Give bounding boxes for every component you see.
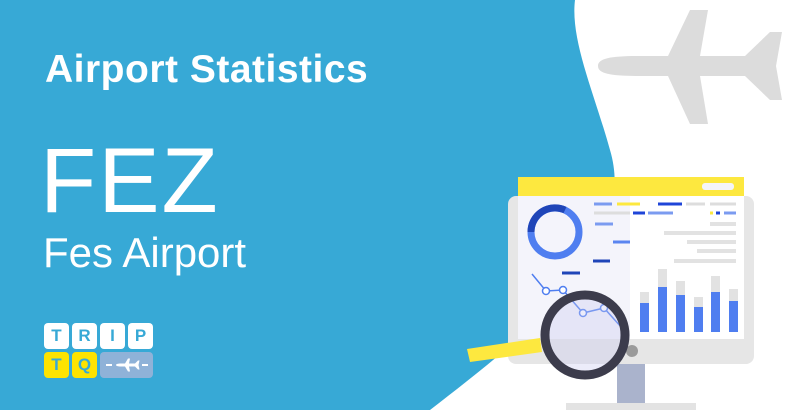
logo-letter: T (44, 323, 69, 349)
airport-code: FEZ (40, 130, 220, 232)
logo-letter: I (100, 323, 125, 349)
bar-chart-icon (640, 269, 738, 332)
legend-lines (562, 202, 736, 275)
illustration-bar (640, 303, 649, 332)
illustration-bar (711, 292, 720, 332)
magnifier-icon (467, 290, 630, 380)
tripiq-logo[interactable]: T R I P T Q (44, 323, 156, 381)
illustration-bar (694, 307, 703, 332)
airplane-icon (100, 352, 153, 378)
airplane-icon (598, 10, 782, 124)
logo-letter: T (44, 352, 69, 378)
illustration-bar (658, 287, 667, 332)
illustration-bar (676, 295, 685, 332)
logo-letter: Q (72, 352, 97, 378)
donut-chart-icon (527, 204, 583, 260)
line-chart-icon (531, 273, 623, 329)
page-title: Airport Statistics (45, 48, 369, 91)
airport-name: Fes Airport (43, 229, 247, 276)
logo-letter: P (128, 323, 153, 349)
logo-letter: R (72, 323, 97, 349)
illustration-bar (729, 301, 738, 332)
